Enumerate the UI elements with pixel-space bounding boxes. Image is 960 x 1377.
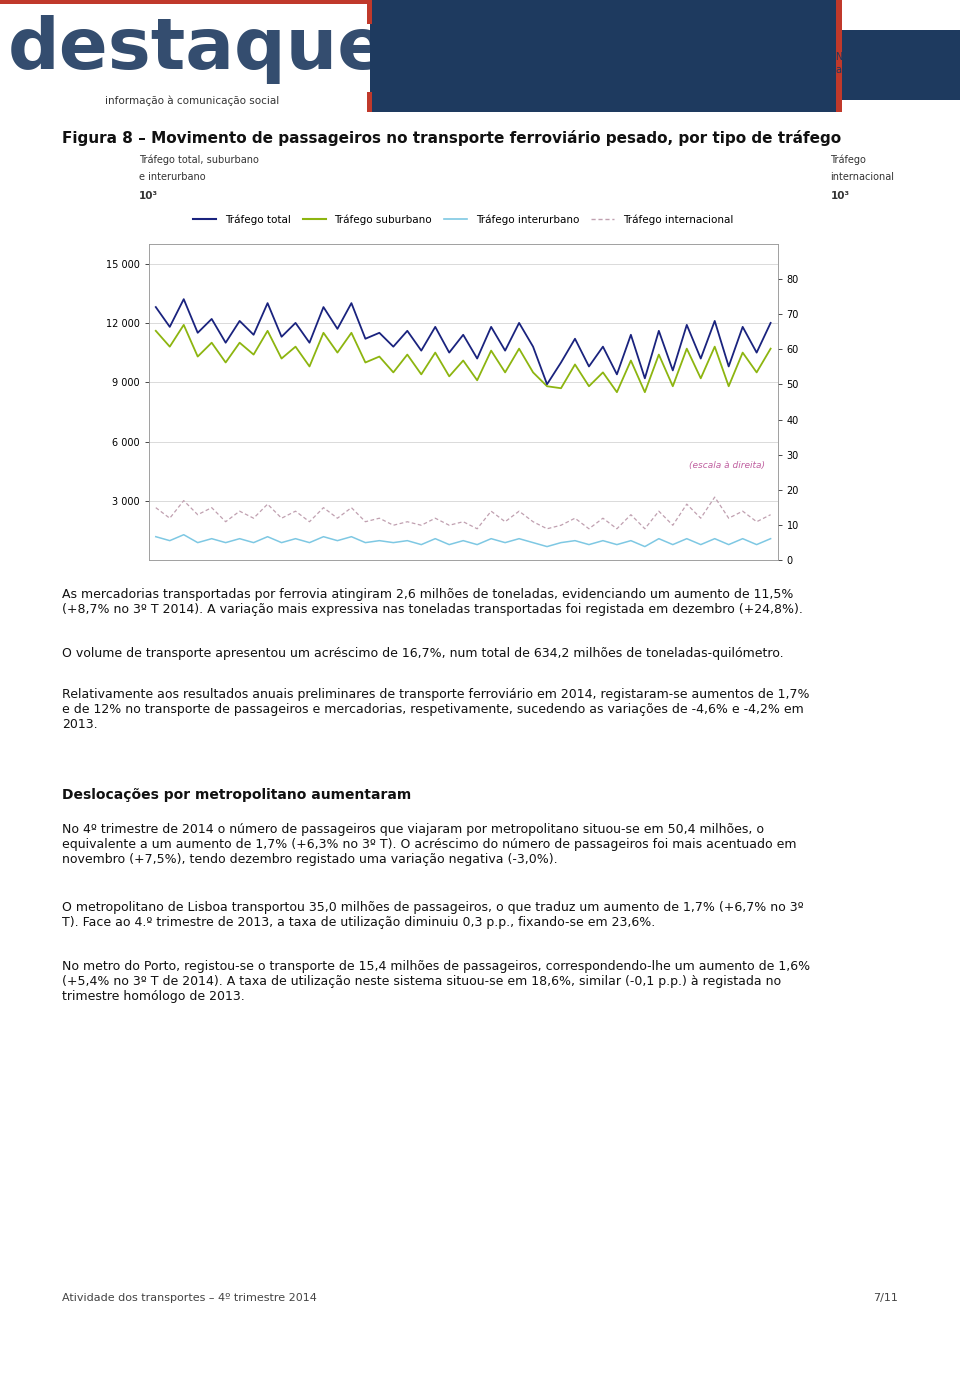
Bar	[836, 0, 842, 112]
Text: internacional: internacional	[830, 172, 895, 182]
Bar	[370, 0, 840, 112]
Text: www.ine.pt: www.ine.pt	[83, 1338, 207, 1356]
Text: (escala à direita): (escala à direita)	[689, 461, 765, 470]
Text: Instituto Nacional de Estatística: Instituto Nacional de Estatística	[792, 52, 948, 62]
Text: Tráfego: Tráfego	[830, 154, 866, 165]
Text: destaques: destaques	[8, 15, 430, 84]
Text: informação à comunicação social: informação à comunicação social	[105, 95, 279, 106]
Text: 10³: 10³	[830, 191, 850, 201]
Text: 10³: 10³	[139, 191, 158, 201]
Text: e interurbano: e interurbano	[139, 172, 205, 182]
Bar	[367, 0, 372, 23]
Text: Relativamente aos resultados anuais preliminares de transporte ferroviário em 20: Relativamente aos resultados anuais prel…	[62, 688, 810, 731]
Bar	[0, 0, 370, 4]
Text: No 4º trimestre de 2014 o número de passageiros que viajaram por metropolitano s: No 4º trimestre de 2014 o número de pass…	[62, 823, 797, 866]
Legend: Tráfego total, Tráfego suburbano, Tráfego interurbano, Tráfego internacional: Tráfego total, Tráfego suburbano, Tráfeg…	[193, 215, 733, 224]
Text: O volume de transporte apresentou um acréscimo de 16,7%, num total de 634,2 milh: O volume de transporte apresentou um acr…	[62, 647, 784, 660]
Text: No metro do Porto, registou-se o transporte de 15,4 milhões de passageiros, corr: No metro do Porto, registou-se o transpo…	[62, 960, 810, 1002]
Text: As mercadorias transportadas por ferrovia atingiram 2,6 milhões de toneladas, ev: As mercadorias transportadas por ferrovi…	[62, 588, 804, 616]
Bar	[840, 30, 960, 99]
Text: Atividade dos transportes – 4º trimestre 2014: Atividade dos transportes – 4º trimestre…	[62, 1293, 317, 1303]
Text: Statistics Portugal: Statistics Portugal	[826, 65, 914, 74]
Bar	[367, 92, 372, 112]
Text: Figura 8 – Movimento de passageiros no transporte ferroviário pesado, por tipo d: Figura 8 – Movimento de passageiros no t…	[62, 129, 842, 146]
Text: Deslocações por metropolitano aumentaram: Deslocações por metropolitano aumentaram	[62, 788, 412, 801]
Text: Serviço de Comunicação e Imagem · Tel: +351 21.842.61.00 · sci@ine.pt: Serviço de Comunicação e Imagem · Tel: +…	[381, 1341, 839, 1354]
Text: 7/11: 7/11	[873, 1293, 898, 1303]
Text: O metropolitano de Lisboa transportou 35,0 milhões de passageiros, o que traduz : O metropolitano de Lisboa transportou 35…	[62, 901, 804, 928]
Text: Tráfego total, suburbano: Tráfego total, suburbano	[139, 154, 259, 165]
